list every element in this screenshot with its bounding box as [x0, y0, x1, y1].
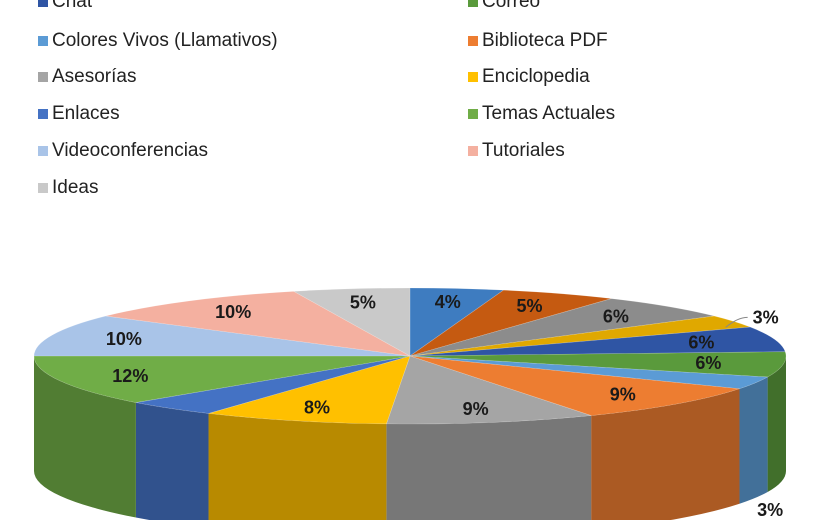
legend-item: Chat	[38, 0, 92, 14]
legend-label: Correo	[482, 0, 541, 12]
data-label: 6%	[695, 353, 721, 373]
data-label: 9%	[463, 399, 489, 419]
legend-swatch	[468, 72, 478, 82]
legend-item: Tutoriales	[468, 139, 565, 163]
data-label: 3%	[757, 500, 783, 520]
legend-item: Colores Vivos (Llamativos)	[38, 29, 278, 53]
data-label: 5%	[350, 292, 376, 312]
legend-label: Chat	[52, 0, 93, 12]
legend-label: Biblioteca PDF	[482, 30, 608, 51]
data-label: 10%	[215, 302, 251, 322]
legend-swatch	[38, 183, 48, 193]
legend-item: Correo	[468, 0, 540, 14]
pie-slice	[33, 355, 411, 403]
data-label: 6%	[688, 332, 714, 352]
data-label: 12%	[112, 366, 148, 386]
pie-slice-side	[767, 356, 786, 493]
pie-slice-side	[739, 377, 768, 504]
data-label: 10%	[106, 329, 142, 349]
legend-label: Tutoriales	[482, 140, 565, 161]
pie-slice-side	[591, 388, 740, 520]
legend-item: Asesorías	[38, 65, 136, 89]
leader-line	[725, 316, 748, 328]
data-label: 4%	[435, 292, 461, 312]
legend-label: Enciclopedia	[482, 66, 590, 87]
data-label: 9%	[610, 384, 636, 404]
pie-slice	[208, 355, 411, 425]
pie-slice-side	[208, 413, 387, 520]
legend-item: Enciclopedia	[468, 65, 590, 89]
pie-slice	[409, 355, 769, 390]
pie-slice	[385, 355, 592, 425]
legend-swatch	[38, 109, 48, 119]
legend-label: Colores Vivos (Llamativos)	[52, 30, 278, 51]
data-label: 6%	[603, 306, 629, 326]
data-label: 8%	[304, 398, 330, 418]
pie-slice	[409, 326, 786, 357]
pie-slice	[105, 291, 411, 357]
legend-swatch	[468, 146, 478, 156]
legend-item: Enlaces	[38, 102, 120, 126]
legend-swatch	[38, 0, 48, 7]
pie-slice	[135, 355, 411, 414]
legend-label: Enlaces	[52, 103, 120, 124]
legend-label: Videoconferencias	[52, 140, 208, 161]
data-label: 3%	[753, 307, 779, 327]
data-label: 5%	[516, 296, 542, 316]
legend-item: Videoconferencias	[38, 139, 208, 163]
pie-slice	[33, 315, 411, 357]
legend-item: Ideas	[38, 176, 98, 200]
legend-swatch	[38, 36, 48, 46]
pie-slice-side	[135, 402, 209, 520]
legend-item: Biblioteca PDF	[468, 29, 608, 53]
pie-slice-side	[386, 415, 592, 520]
pie-slice-side	[33, 356, 136, 518]
legend-swatch	[468, 0, 478, 7]
pie-slice	[409, 287, 505, 357]
pie-slice	[409, 351, 787, 378]
pie-slice	[409, 289, 612, 357]
legend-swatch	[38, 146, 48, 156]
pie-slice	[292, 287, 411, 357]
legend-label: Ideas	[52, 177, 99, 198]
pie-slice	[409, 355, 740, 416]
legend-swatch	[38, 72, 48, 82]
legend-item: Temas Actuales	[468, 102, 615, 126]
legend-swatch	[468, 109, 478, 119]
legend-label: Temas Actuales	[482, 103, 616, 124]
legend-label: Asesorías	[52, 66, 137, 87]
legend-swatch	[468, 36, 478, 46]
pie-slice	[409, 298, 715, 357]
